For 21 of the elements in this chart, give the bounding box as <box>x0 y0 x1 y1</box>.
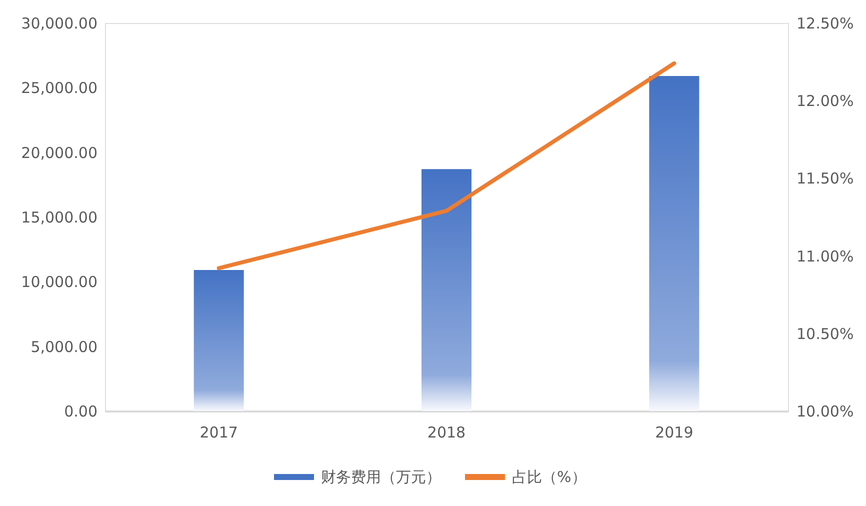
y2-tick-label: 10.50% <box>796 324 854 343</box>
y2-tick-label: 11.50% <box>796 170 854 188</box>
y-tick-label: 0.00 <box>64 402 98 420</box>
bar <box>194 270 244 411</box>
y2-tick-label: 12.00% <box>796 92 854 110</box>
y-tick-label: 20,000.00 <box>21 144 98 162</box>
y2-tick-label: 10.00% <box>796 402 854 420</box>
y2-tick-label: 12.50% <box>796 14 854 32</box>
x-tick-label: 2017 <box>200 424 238 442</box>
x-tick-label: 2019 <box>655 424 694 442</box>
bar <box>422 169 472 411</box>
bar <box>649 76 700 411</box>
legend-label: 财务费用（万元） <box>321 468 441 486</box>
y-tick-label: 10,000.00 <box>21 273 98 292</box>
x-tick-label: 2018 <box>427 424 466 442</box>
y-tick-label: 5,000.00 <box>30 338 98 356</box>
y-tick-label: 25,000.00 <box>21 79 98 98</box>
y-tick-label: 30,000.00 <box>21 14 98 32</box>
y-tick-label: 15,000.00 <box>21 208 98 226</box>
y2-tick-label: 11.00% <box>796 247 854 266</box>
legend-label: 占比（%） <box>512 468 586 486</box>
